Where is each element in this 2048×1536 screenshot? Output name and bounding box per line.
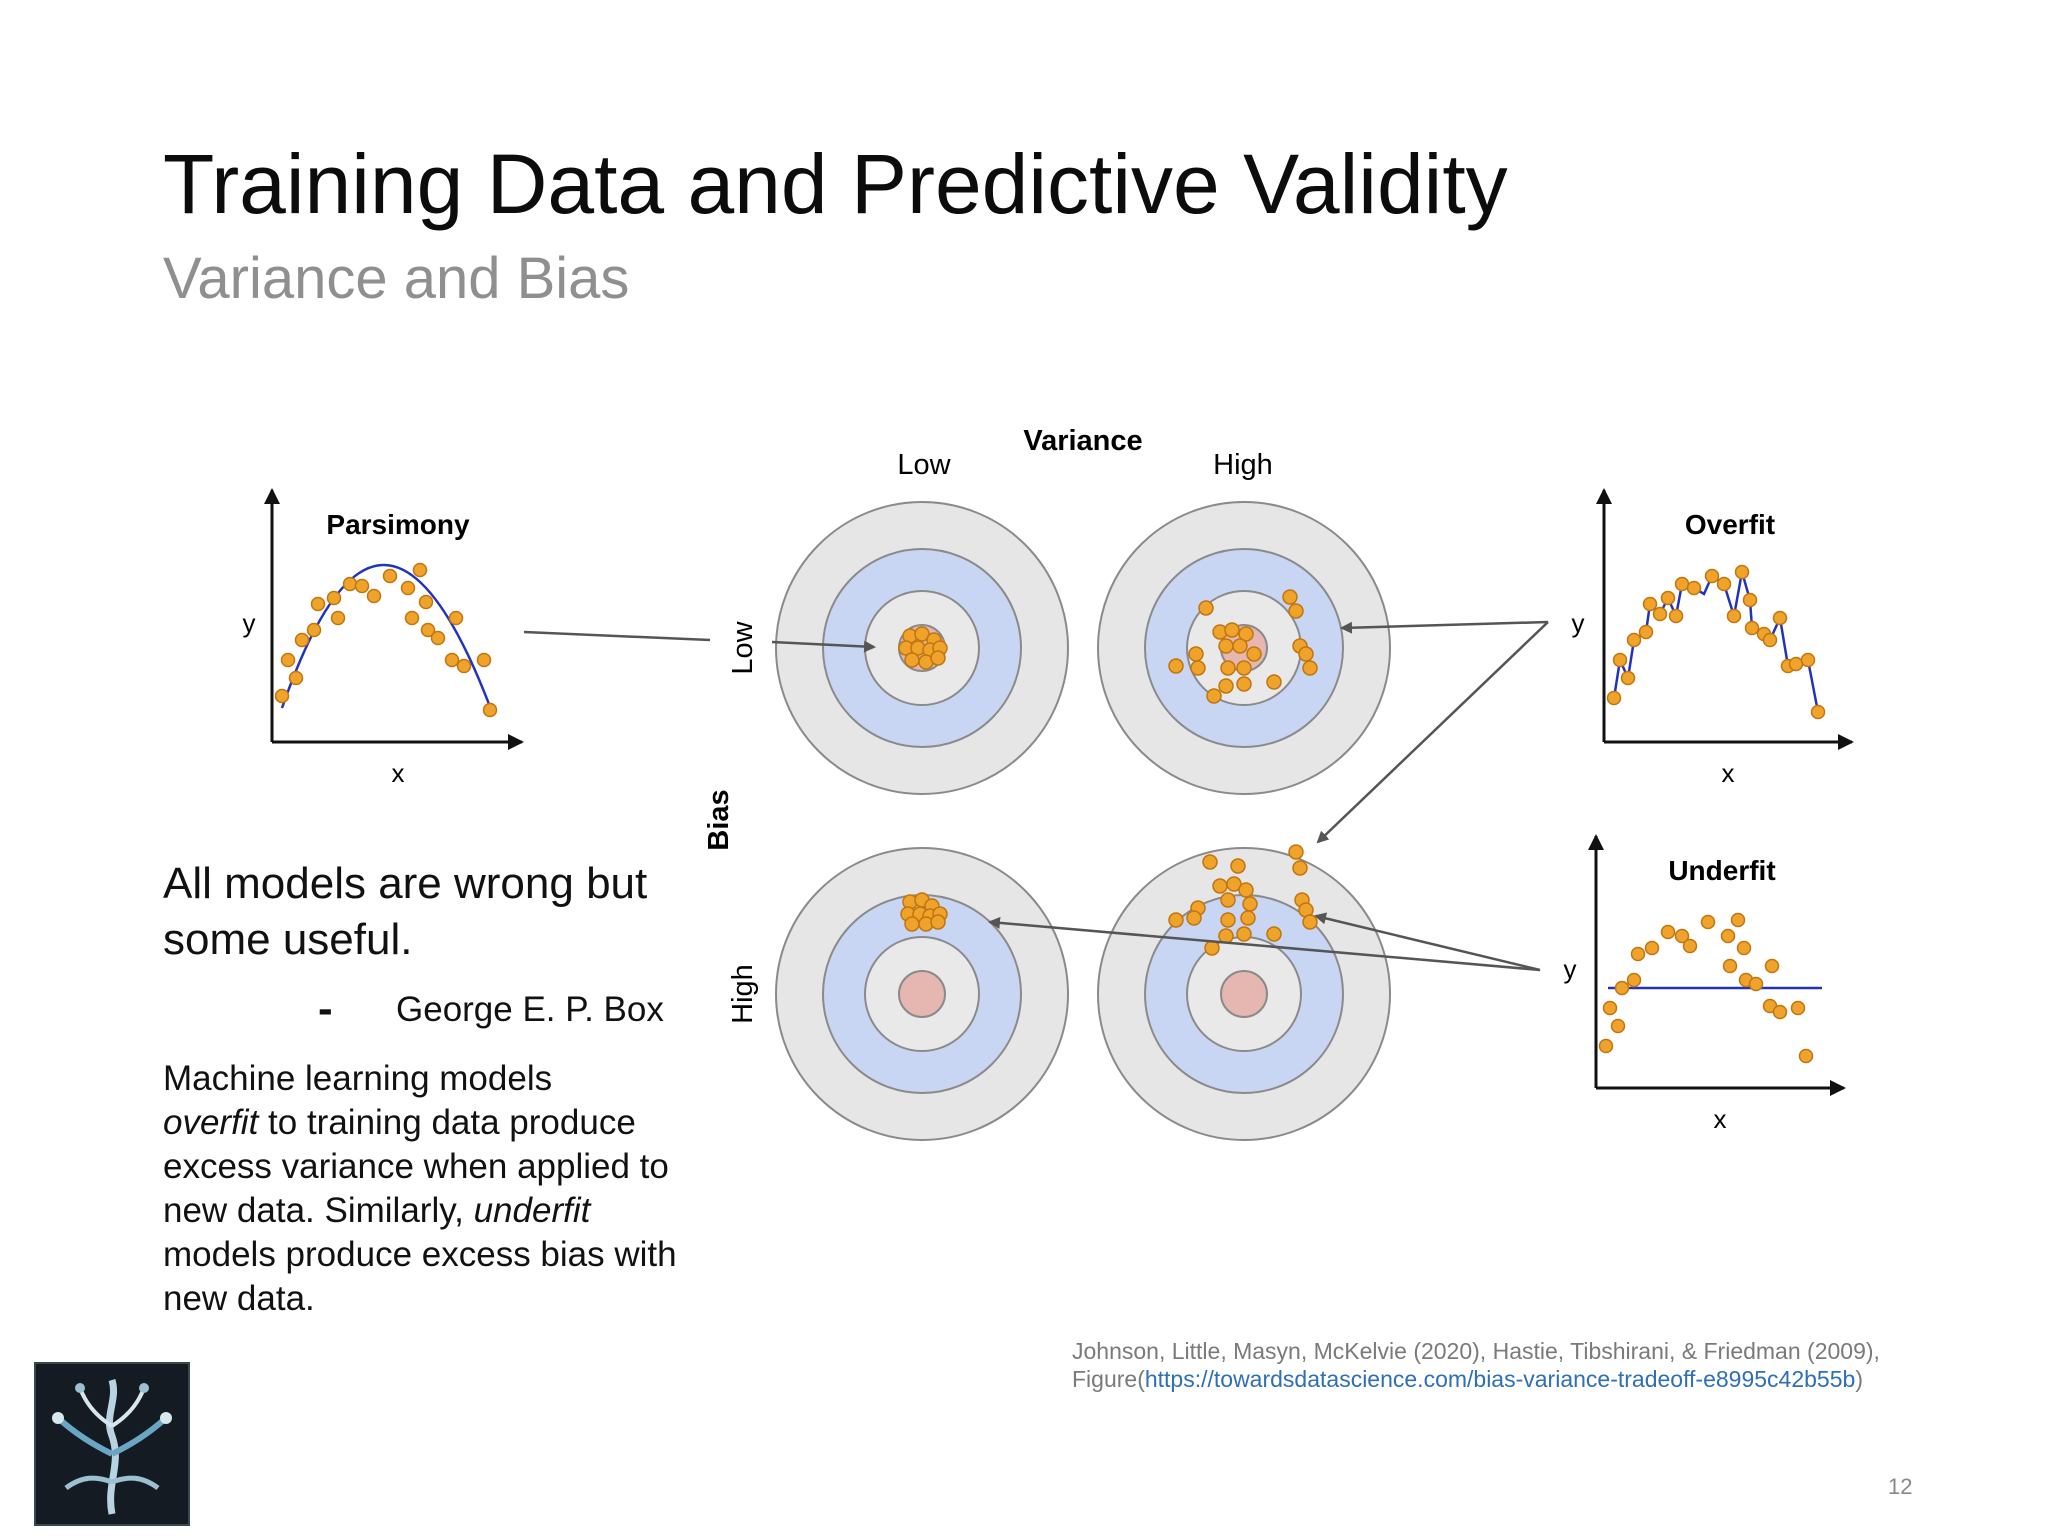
overfit-fit-line [1612, 571, 1820, 713]
parsimony-plot: Parsimony y x [243, 488, 524, 788]
explanation-text: Machine learning models overfit to train… [163, 1057, 683, 1321]
parsimony-points [274, 562, 498, 718]
connector-arrows [523, 620, 1549, 972]
underfit-y-label: y [1564, 954, 1577, 984]
citation-prefix: Figure( [1072, 1366, 1145, 1392]
parsimony-title: Parsimony [326, 509, 470, 540]
overfit-plot: Overfit y x [1572, 488, 1854, 788]
variance-low-label: Low [897, 449, 951, 481]
overfit-title: Overfit [1685, 509, 1775, 540]
citation-link[interactable]: https://towardsdatascience.com/bias-vari… [1144, 1366, 1856, 1392]
explanation-line3: models produce excess bias with new data… [163, 1235, 677, 1318]
bias-label: Bias [703, 789, 735, 850]
underfit-plot: Underfit y x [1564, 834, 1846, 1134]
variance-label: Variance [1023, 425, 1142, 457]
underfit-x-label: x [1714, 1104, 1727, 1134]
variance-high-label: High [1213, 449, 1273, 481]
overfit-y-label: y [1572, 608, 1585, 638]
explanation-line1: Machine learning models [163, 1059, 553, 1098]
underfit-word: underfit [473, 1191, 591, 1230]
page-number: 12 [1888, 1474, 1913, 1499]
quote-dash: - [318, 984, 333, 1033]
target-high-bias-low-variance [775, 847, 1069, 1141]
citation-suffix: ) [1855, 1366, 1863, 1392]
slide-title: Training Data and Predictive Validity [163, 137, 1508, 231]
underfit-title: Underfit [1668, 855, 1775, 886]
dots-high-bias-low-variance [900, 892, 948, 932]
bias-high-label: High [727, 964, 759, 1024]
box-quote: All models are wrong but some useful. [163, 859, 648, 964]
overfit-word: overfit [163, 1103, 259, 1142]
underfit-points [1598, 912, 1814, 1064]
citation-figure-line: Figure(https://towardsdatascience.com/bi… [1072, 1365, 1880, 1393]
tree-logo-icon [52, 1378, 172, 1515]
explanation-line2: to training data produce excess variance… [163, 1103, 669, 1230]
citation-authors: Johnson, Little, Masyn, McKelvie (2020),… [1072, 1338, 1880, 1364]
parsimony-fit-curve [280, 563, 494, 713]
organization-logo [34, 1362, 190, 1526]
dots-low-bias-high-variance [1168, 589, 1318, 704]
slide-subtitle: Variance and Bias [163, 246, 630, 311]
dots-high-bias-high-variance [1168, 844, 1318, 956]
parsimony-x-label: x [392, 758, 405, 788]
overfit-x-label: x [1722, 758, 1735, 788]
parsimony-y-label: y [243, 608, 256, 638]
dots-low-bias-low-variance [898, 626, 948, 670]
quote-author: George E. P. Box [396, 990, 664, 1029]
bias-low-label: Low [727, 620, 759, 674]
citation: Johnson, Little, Masyn, McKelvie (2020),… [1072, 1337, 1880, 1393]
overfit-points [1606, 564, 1826, 720]
